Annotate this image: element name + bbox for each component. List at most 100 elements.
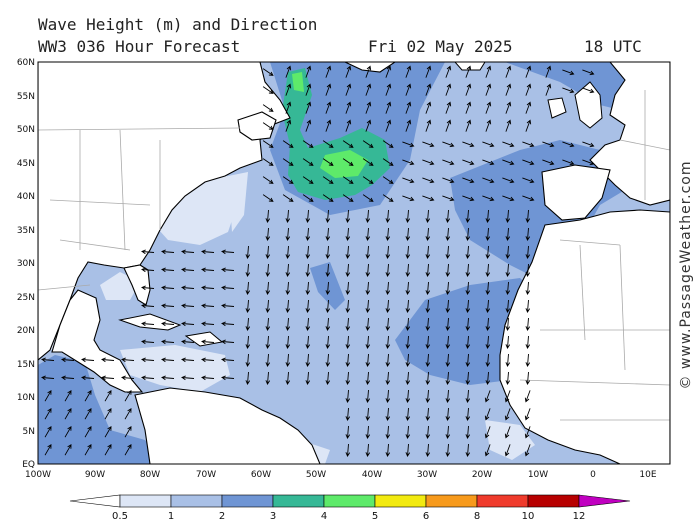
wave-arrow (562, 141, 575, 148)
wave-arrow (505, 101, 512, 114)
wave-arrow (265, 317, 271, 331)
wave-arrow (345, 407, 351, 421)
wave-arrow (141, 375, 155, 381)
wave-arrow (245, 371, 251, 385)
country-borders (38, 90, 670, 421)
wave-arrow (345, 371, 351, 385)
colorbar-segment (272, 494, 325, 508)
wave-arrow (305, 83, 312, 96)
wave-arrow (425, 281, 431, 295)
colorbar-tick: 1 (168, 511, 174, 522)
wave-arrow (285, 227, 291, 241)
wave-arrow (482, 141, 495, 148)
wave-arrow (221, 321, 235, 327)
wave-arrow (525, 317, 531, 331)
colorbar-segment (323, 494, 376, 508)
wave-arrow (525, 209, 531, 223)
colorbar-tick: 0.5 (112, 511, 128, 522)
colorbar-tick: 12 (573, 511, 586, 522)
wave-arrow (141, 249, 155, 255)
wave-arrow (425, 335, 431, 349)
wave-arrow (525, 119, 532, 132)
wave-arrow (325, 209, 331, 223)
wave-arrow (262, 158, 274, 166)
wave-arrow (425, 425, 431, 439)
wave-arrow (522, 141, 535, 148)
wave-arrow (64, 389, 72, 402)
wave-arrow (445, 245, 451, 259)
wave-arrow (322, 194, 334, 202)
wave-arrow (405, 101, 412, 114)
wave-arrow (201, 285, 215, 291)
wave-arrow (365, 317, 371, 331)
wave-arrow (345, 335, 351, 349)
wave-arrow (525, 227, 531, 241)
wave-arrow (342, 158, 354, 166)
wave-arrow (262, 140, 274, 148)
wave-arrow (342, 176, 354, 184)
wave-arrow (161, 375, 175, 381)
wave-arrow (285, 281, 291, 295)
wave-arrow (484, 426, 491, 439)
wave-arrow (442, 159, 455, 166)
lon-label: 20W (472, 470, 492, 480)
colorbar-tick: 4 (321, 511, 327, 522)
wave-arrow (445, 281, 451, 295)
wave-arrow (265, 245, 271, 259)
wave-arrow (485, 245, 491, 259)
wave-arrow (582, 69, 595, 76)
lon-label: 10W (528, 470, 548, 480)
wave-arrow (362, 194, 374, 202)
wave-arrow (345, 299, 351, 313)
wave-arrow (405, 245, 411, 259)
wave-arrow (285, 101, 292, 114)
wave-arrow (365, 263, 371, 277)
wave-arrow (104, 407, 112, 420)
wave-arrow (422, 159, 435, 166)
wave-arrow (525, 83, 532, 96)
wave-arrow (485, 119, 492, 132)
wave-arrow (305, 299, 311, 313)
lat-label: 35N (17, 226, 35, 236)
wave-arrow (262, 86, 274, 94)
wave-arrow (365, 299, 371, 313)
wave-arrow (385, 353, 391, 367)
wave-arrow (201, 249, 215, 255)
wave-arrow (365, 65, 372, 78)
wave-arrow (405, 65, 412, 78)
wave-arrow (385, 317, 391, 331)
wave-arrow (425, 371, 431, 385)
wave-arrow (442, 195, 455, 202)
wave-arrow (161, 285, 175, 291)
wave-arrow (44, 407, 52, 420)
wave-arrow (161, 249, 175, 255)
wave-arrow (485, 353, 491, 367)
wave-arrow (322, 158, 334, 166)
wave-arrow (465, 263, 471, 277)
wave-arrow (445, 389, 451, 403)
wave-arrow (201, 303, 215, 309)
wave-arrow (445, 227, 451, 241)
wave-arrow (41, 375, 55, 381)
wave-arrow (465, 353, 471, 367)
wave-band-peak (292, 72, 368, 178)
wave-arrow (504, 408, 511, 421)
lat-label: EQ (22, 460, 35, 470)
wave-arrow (465, 281, 471, 295)
chart-title: Wave Height (m) and Direction (38, 15, 318, 34)
wave-arrow (385, 407, 391, 421)
wave-arrow (302, 194, 314, 202)
wave-arrow (201, 375, 215, 381)
wave-arrow (345, 389, 351, 403)
wave-arrow (485, 335, 491, 349)
wave-arrow (445, 209, 451, 223)
wave-arrow (345, 281, 351, 295)
wave-arrow (265, 371, 271, 385)
wave-arrow (504, 390, 511, 403)
wave-arrow (345, 65, 352, 78)
wave-arrow (342, 194, 354, 202)
wave-arrow (64, 443, 72, 456)
wave-arrow (462, 159, 475, 166)
wave-arrow (422, 177, 435, 184)
wave-arrow (385, 209, 391, 223)
